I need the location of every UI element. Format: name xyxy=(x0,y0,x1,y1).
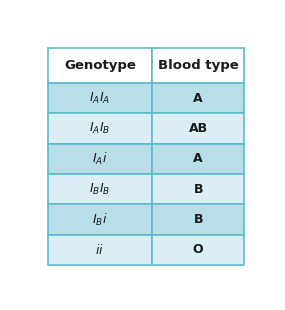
Bar xyxy=(48,235,152,265)
Text: A: A xyxy=(193,91,203,104)
Text: $I_Ai$: $I_Ai$ xyxy=(92,151,107,167)
Bar xyxy=(152,48,244,83)
Bar xyxy=(48,144,152,174)
Text: $I_BI_B$: $I_BI_B$ xyxy=(89,182,111,197)
Bar xyxy=(152,83,244,113)
Text: B: B xyxy=(194,213,203,226)
Bar xyxy=(48,204,152,235)
Bar xyxy=(48,83,152,113)
Text: $I_AI_A$: $I_AI_A$ xyxy=(89,91,110,106)
Text: $ii$: $ii$ xyxy=(95,243,104,257)
Bar xyxy=(152,174,244,204)
Text: $I_AI_B$: $I_AI_B$ xyxy=(89,121,111,136)
Bar xyxy=(152,235,244,265)
Bar xyxy=(48,48,152,83)
Bar xyxy=(152,204,244,235)
Bar xyxy=(152,144,244,174)
Text: O: O xyxy=(193,243,203,256)
Bar xyxy=(48,113,152,144)
Text: Genotype: Genotype xyxy=(64,59,136,72)
Text: B: B xyxy=(194,183,203,196)
Bar xyxy=(48,174,152,204)
Text: Blood type: Blood type xyxy=(158,59,239,72)
Text: $I_Bi$: $I_Bi$ xyxy=(92,211,108,228)
Bar xyxy=(152,113,244,144)
Text: A: A xyxy=(193,152,203,165)
Text: AB: AB xyxy=(189,122,208,135)
